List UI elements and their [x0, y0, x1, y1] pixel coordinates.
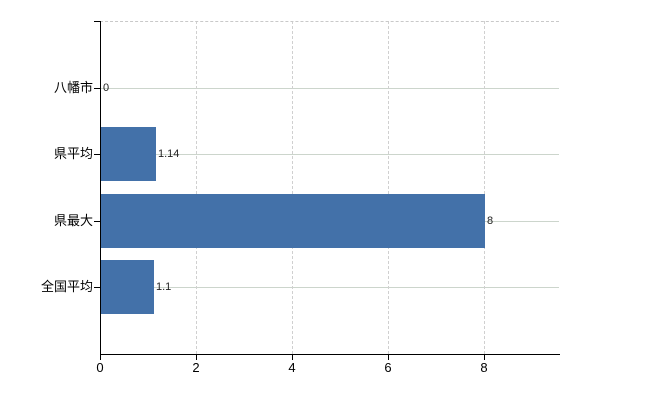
horizontal-gridline — [100, 88, 559, 89]
x-axis-line — [100, 354, 560, 355]
x-tick-mark — [100, 355, 101, 360]
vertical-gridline — [196, 21, 197, 354]
category-label: 八幡市 — [53, 80, 93, 95]
x-tick-label: 0 — [96, 360, 104, 375]
horizontal-gridline — [100, 287, 559, 288]
y-tick-mark — [94, 154, 100, 155]
horizontal-gridline — [100, 154, 559, 155]
category-label: 県最大 — [53, 213, 93, 228]
y-tick-mark — [94, 287, 100, 288]
vertical-gridline — [388, 21, 389, 354]
x-tick-mark — [388, 355, 389, 360]
y-axis-line — [100, 21, 101, 355]
bar — [101, 260, 154, 314]
y-tick-mark — [94, 88, 100, 89]
plot-top-border — [100, 21, 559, 22]
x-tick-label: 4 — [288, 360, 296, 375]
category-label: 県平均 — [53, 146, 93, 161]
x-tick-label: 8 — [480, 360, 488, 375]
x-tick-mark — [292, 355, 293, 360]
vertical-gridline — [484, 21, 485, 354]
x-tick-label: 6 — [384, 360, 392, 375]
bar-value-label: 8 — [487, 215, 494, 227]
bar — [101, 127, 156, 181]
x-tick-label: 2 — [192, 360, 200, 375]
bar-value-label: 1.14 — [158, 148, 180, 160]
x-tick-mark — [484, 355, 485, 360]
category-label: 全国平均 — [40, 279, 93, 294]
y-tick-mark — [94, 221, 100, 222]
bar-value-label: 1.1 — [156, 281, 172, 293]
x-tick-mark — [196, 355, 197, 360]
bar — [101, 194, 485, 248]
y-axis-end-tick — [94, 21, 100, 22]
bar-value-label: 0 — [103, 82, 110, 94]
vertical-gridline — [292, 21, 293, 354]
